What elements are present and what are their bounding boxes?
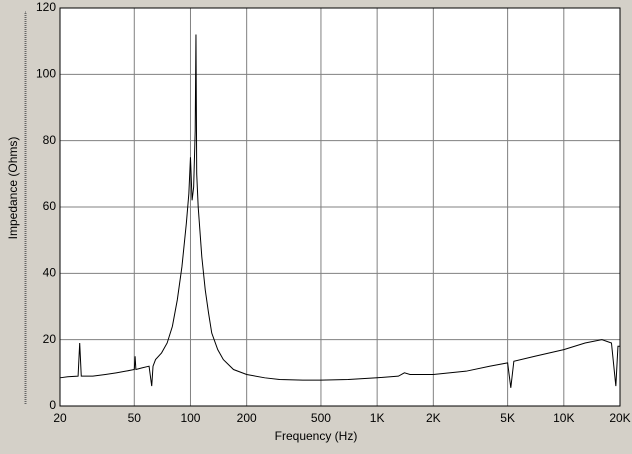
x-tick-label: 50 (128, 411, 142, 425)
y-tick-label: 0 (49, 398, 56, 412)
y-axis-label: Impedance (Ohms) (6, 137, 20, 240)
y-tick-label: 120 (36, 0, 56, 14)
line (59, 34, 620, 388)
y-tick-label: 60 (43, 199, 57, 213)
x-tick-label: 20 (53, 411, 67, 425)
x-tick-label: 20K (609, 411, 630, 425)
x-tick-label: 200 (237, 411, 257, 425)
x-tick-label: 5K (500, 411, 515, 425)
x-tick-label: 500 (311, 411, 331, 425)
y-tick-label: 20 (43, 332, 57, 346)
y-tick-label: 40 (43, 266, 57, 280)
y-tick-label: 100 (36, 67, 56, 81)
focus-rect (24, 11, 27, 405)
x-axis-label: Frequency (Hz) (275, 429, 358, 443)
y-tick-label: 80 (43, 133, 57, 147)
plot-border (59, 7, 621, 407)
x-tick-label: 2K (426, 411, 441, 425)
x-tick-label: 1K (370, 411, 385, 425)
x-tick-label: 100 (180, 411, 200, 425)
x-tick-label: 10K (553, 411, 574, 425)
